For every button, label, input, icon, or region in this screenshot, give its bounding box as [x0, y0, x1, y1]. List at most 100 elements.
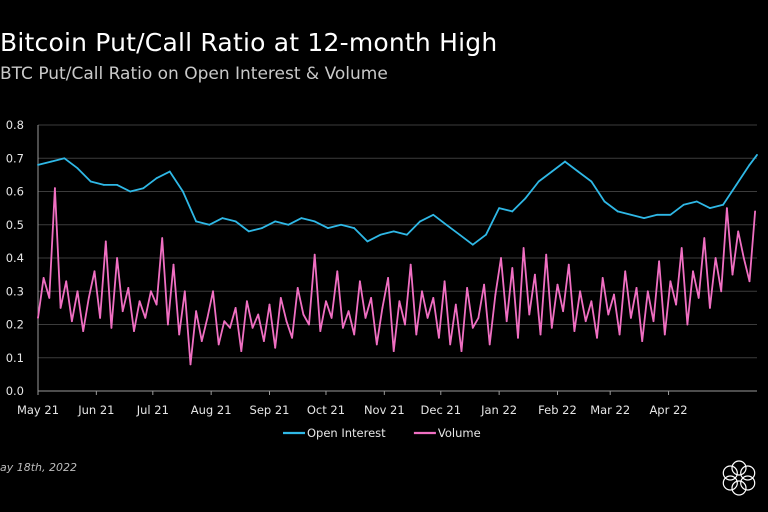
- volume-line: [37, 187, 756, 366]
- open-interest-point: [208, 223, 211, 226]
- volume-point: [545, 253, 548, 256]
- open-interest-point: [735, 183, 738, 186]
- y-tick-label: 0.4: [6, 251, 24, 265]
- y-tick-label: 0.8: [6, 118, 24, 132]
- volume-point: [183, 290, 186, 293]
- volume-point: [42, 277, 45, 279]
- volume-point: [217, 343, 220, 346]
- volume-point: [686, 323, 689, 326]
- volume-point: [353, 333, 356, 336]
- open-interest-point: [300, 217, 303, 220]
- volume-point: [562, 310, 565, 313]
- volume-point: [556, 283, 559, 286]
- volume-point: [607, 313, 610, 316]
- x-axis-ticks: May 21 Jun 21 Jul 21 Aug 21 Sep 21 Oct 21 Nov …: [17, 391, 688, 417]
- volume-point: [477, 316, 480, 319]
- volume-point: [692, 270, 694, 273]
- open-interest-point: [340, 223, 342, 226]
- volume-point: [251, 326, 254, 329]
- volume-point: [70, 320, 73, 323]
- volume-point: [110, 326, 113, 329]
- volume-point: [421, 290, 423, 293]
- volume-point: [308, 323, 310, 326]
- y-tick-label: 0.7: [6, 151, 24, 165]
- volume-point: [641, 340, 644, 343]
- volume-point: [206, 316, 209, 319]
- volume-point: [567, 263, 570, 266]
- volume-point: [370, 297, 373, 299]
- open-interest-point: [669, 213, 672, 216]
- volume-point: [613, 293, 615, 296]
- open-interest-point: [629, 213, 632, 216]
- volume-point: [37, 316, 39, 319]
- open-interest-point: [748, 164, 751, 166]
- y-tick-label: 0.2: [6, 318, 24, 332]
- volume-point: [313, 253, 316, 256]
- volume-point: [596, 336, 598, 339]
- open-interest-point: [485, 233, 487, 236]
- open-interest-point: [406, 233, 408, 236]
- open-interest-point: [682, 203, 685, 206]
- volume-point: [731, 273, 734, 276]
- volume-point: [257, 313, 260, 316]
- volume-point: [624, 270, 627, 273]
- chart-title: Bitcoin Put/Call Ratio at 12-month High: [0, 28, 498, 57]
- open-interest-point: [603, 200, 606, 203]
- volume-point: [54, 187, 56, 190]
- open-interest-point: [261, 227, 263, 229]
- logo-icon: [722, 460, 756, 496]
- volume-point: [404, 323, 406, 326]
- volume-point: [714, 257, 717, 259]
- open-interest-point: [182, 190, 184, 193]
- volume-point: [494, 293, 497, 296]
- volume-point: [415, 333, 418, 336]
- open-interest-point: [63, 157, 66, 160]
- volume-point: [212, 290, 214, 293]
- date-footnote: ay 18th, 2022: [0, 461, 78, 474]
- y-axis-ticks: 0.0 0.1 0.2 0.3 0.4 0.5 0.6 0.7 0.8: [6, 118, 24, 398]
- volume-point: [392, 350, 395, 352]
- open-interest-point: [511, 210, 514, 213]
- volume-point: [302, 313, 305, 316]
- volume-point: [500, 257, 502, 259]
- open-interest-point: [76, 167, 79, 170]
- volume-point: [748, 280, 751, 283]
- volume-point: [138, 300, 141, 303]
- volume-point: [262, 340, 265, 343]
- volume-point: [725, 207, 728, 210]
- volume-point: [398, 300, 401, 303]
- volume-point: [488, 343, 491, 346]
- x-tick-label: Nov 21: [364, 403, 405, 417]
- open-interest-point: [274, 220, 277, 223]
- open-interest-point: [577, 170, 580, 173]
- volume-point: [240, 350, 243, 352]
- volume-point: [675, 303, 677, 306]
- volume-point: [669, 280, 672, 283]
- y-tick-label: 0.1: [6, 351, 24, 365]
- open-interest-point: [37, 164, 39, 166]
- open-interest-point: [709, 207, 711, 210]
- y-tick-label: 0.6: [6, 185, 24, 199]
- x-tick-label: May 21: [17, 403, 59, 417]
- open-interest-point: [458, 233, 461, 236]
- volume-point: [646, 290, 649, 293]
- open-interest-point: [590, 180, 593, 183]
- volume-point: [347, 310, 350, 313]
- volume-point: [229, 326, 231, 329]
- volume-point: [76, 290, 79, 293]
- volume-point: [364, 316, 367, 319]
- volume-point: [358, 280, 361, 283]
- volume-point: [720, 290, 723, 293]
- open-interest-point: [366, 240, 369, 243]
- open-interest-point: [50, 160, 53, 163]
- x-tick-label: Sep 21: [250, 403, 290, 417]
- volume-point: [737, 230, 740, 233]
- grid-lines: [37, 124, 757, 392]
- volume-point: [330, 316, 333, 319]
- volume-point: [319, 330, 322, 333]
- volume-point: [629, 316, 632, 319]
- volume-point: [680, 247, 683, 249]
- volume-point: [443, 280, 446, 283]
- open-interest-point: [313, 220, 316, 223]
- volume-point: [285, 320, 288, 323]
